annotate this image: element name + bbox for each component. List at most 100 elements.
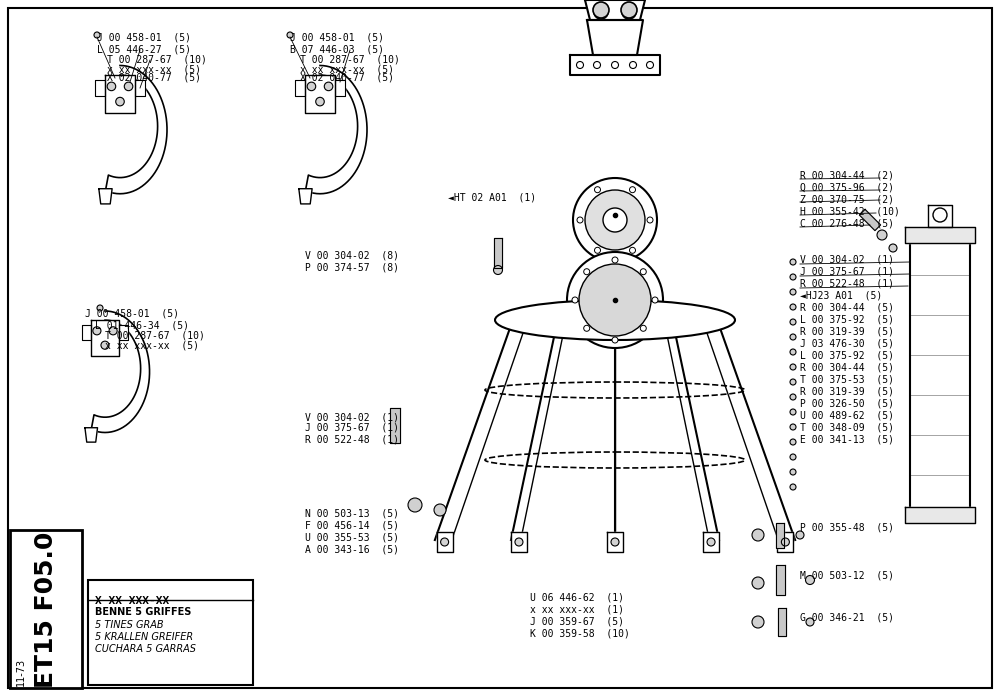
Polygon shape (105, 65, 167, 193)
Circle shape (790, 439, 796, 445)
Circle shape (652, 297, 658, 303)
Text: J 00 375-67  (1): J 00 375-67 (1) (800, 267, 894, 277)
Text: X 02 040-77  (5): X 02 040-77 (5) (107, 73, 201, 83)
Text: ◄HT 02 A01  (1): ◄HT 02 A01 (1) (448, 192, 536, 202)
Circle shape (790, 364, 796, 370)
Text: L 00 375-92  (5): L 00 375-92 (5) (800, 351, 894, 361)
Text: L 01 446-34  (5): L 01 446-34 (5) (95, 320, 189, 330)
Polygon shape (905, 227, 975, 243)
Text: ◄HJ23 A01  (5): ◄HJ23 A01 (5) (800, 291, 882, 301)
Text: P 00 374-57  (8): P 00 374-57 (8) (305, 263, 399, 273)
Circle shape (790, 424, 796, 430)
Circle shape (124, 82, 133, 90)
Text: N 00 503-13  (5): N 00 503-13 (5) (305, 508, 399, 518)
Text: L 00 375-92  (5): L 00 375-92 (5) (800, 315, 894, 325)
Polygon shape (570, 55, 660, 75)
Circle shape (752, 577, 764, 589)
Text: x xx xxx-xx  (5): x xx xxx-xx (5) (300, 64, 394, 74)
Text: X XX XXX-XX: X XX XXX-XX (95, 596, 169, 606)
Text: Q 00 375-96  (2): Q 00 375-96 (2) (800, 182, 894, 192)
Polygon shape (82, 324, 91, 340)
Circle shape (621, 2, 637, 18)
Polygon shape (859, 209, 881, 230)
Polygon shape (91, 311, 150, 432)
Polygon shape (494, 238, 502, 268)
Circle shape (97, 305, 103, 311)
Text: V 00 304-02  (8): V 00 304-02 (8) (305, 250, 399, 260)
Text: B 07 446-03  (5): B 07 446-03 (5) (290, 44, 384, 54)
Polygon shape (335, 80, 345, 96)
Text: C 00 276-48  (5): C 00 276-48 (5) (800, 218, 894, 228)
Circle shape (287, 32, 293, 38)
Polygon shape (91, 320, 119, 356)
Polygon shape (95, 80, 105, 96)
Polygon shape (135, 80, 145, 96)
Polygon shape (597, 262, 633, 300)
Text: V 00 304-02  (1): V 00 304-02 (1) (305, 412, 399, 422)
Circle shape (434, 504, 446, 516)
Circle shape (790, 289, 796, 295)
Polygon shape (511, 532, 527, 552)
Circle shape (790, 274, 796, 280)
Circle shape (594, 247, 600, 253)
Polygon shape (585, 0, 645, 20)
Text: J 03 476-30  (5): J 03 476-30 (5) (800, 339, 894, 349)
Text: J 00 375-67  (1): J 00 375-67 (1) (305, 423, 399, 433)
Polygon shape (587, 20, 643, 55)
Text: R 00 319-39  (5): R 00 319-39 (5) (800, 327, 894, 337)
Circle shape (796, 531, 804, 539)
Text: M 00 503-12  (5): M 00 503-12 (5) (800, 570, 894, 580)
Text: BENNE 5 GRIFFES: BENNE 5 GRIFFES (95, 607, 191, 617)
Polygon shape (607, 532, 623, 552)
Circle shape (790, 394, 796, 400)
Polygon shape (776, 523, 784, 548)
Circle shape (752, 529, 764, 541)
Circle shape (316, 97, 324, 106)
Polygon shape (910, 235, 970, 515)
Text: T 00 375-53  (5): T 00 375-53 (5) (800, 375, 894, 385)
Circle shape (577, 217, 583, 223)
Circle shape (579, 264, 651, 336)
Polygon shape (305, 65, 367, 193)
Text: x xx xxx-xx  (1): x xx xxx-xx (1) (530, 605, 624, 615)
Circle shape (612, 337, 618, 343)
Circle shape (576, 61, 584, 68)
Text: T 00 287-67  (10): T 00 287-67 (10) (107, 55, 207, 65)
Circle shape (889, 244, 897, 252)
Text: T 00 287-67  (10): T 00 287-67 (10) (300, 55, 400, 65)
Text: V 00 304-02  (1): V 00 304-02 (1) (800, 255, 894, 265)
Polygon shape (119, 324, 128, 340)
Polygon shape (299, 189, 312, 204)
Polygon shape (928, 205, 952, 227)
Circle shape (933, 208, 947, 222)
Circle shape (567, 252, 663, 348)
Circle shape (612, 257, 618, 263)
Polygon shape (105, 75, 135, 113)
Circle shape (307, 82, 316, 90)
Text: U 00 355-53  (5): U 00 355-53 (5) (305, 532, 399, 542)
Text: J 00 458-01  (5): J 00 458-01 (5) (290, 32, 384, 42)
Polygon shape (295, 80, 305, 96)
Circle shape (594, 61, 600, 68)
Circle shape (611, 538, 619, 546)
Text: U 00 489-62  (5): U 00 489-62 (5) (800, 411, 894, 421)
Circle shape (790, 304, 796, 310)
Text: CUCHARA 5 GARRAS: CUCHARA 5 GARRAS (95, 644, 196, 654)
Circle shape (806, 618, 814, 626)
Text: x xx xxx-xx  (5): x xx xxx-xx (5) (105, 341, 199, 351)
Text: ET15 F05.0: ET15 F05.0 (34, 532, 58, 688)
Circle shape (781, 538, 789, 546)
Text: 5 TINES GRAB: 5 TINES GRAB (95, 620, 164, 630)
Circle shape (109, 326, 117, 335)
Text: R 00 304-44  (5): R 00 304-44 (5) (800, 363, 894, 373)
Circle shape (752, 616, 764, 628)
Text: E 00 341-13  (5): E 00 341-13 (5) (800, 435, 894, 445)
Text: R 00 304-44  (2): R 00 304-44 (2) (800, 170, 894, 180)
Circle shape (594, 187, 600, 193)
Polygon shape (703, 532, 719, 552)
Bar (10, 530, 82, 688)
Circle shape (790, 334, 796, 340)
Circle shape (441, 538, 449, 546)
Circle shape (790, 484, 796, 490)
Circle shape (640, 325, 646, 331)
